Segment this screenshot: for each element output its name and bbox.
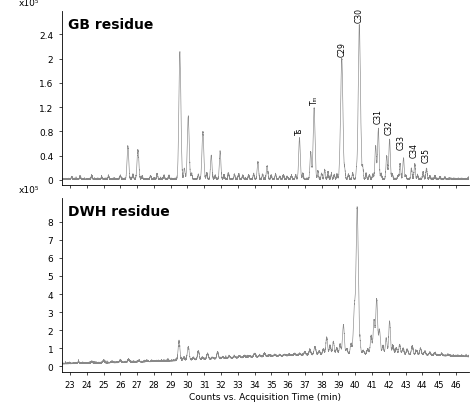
- Text: Ts: Ts: [295, 127, 304, 134]
- Text: C34: C34: [410, 143, 419, 158]
- X-axis label: Counts vs. Acquisition Time (min): Counts vs. Acquisition Time (min): [190, 392, 341, 401]
- Text: C33: C33: [397, 135, 406, 150]
- Text: GB residue: GB residue: [68, 18, 153, 31]
- Text: C31: C31: [374, 109, 383, 124]
- Text: DWH residue: DWH residue: [68, 204, 170, 218]
- Text: C32: C32: [384, 119, 393, 134]
- Text: C35: C35: [422, 148, 431, 163]
- Text: C30: C30: [355, 8, 364, 23]
- Text: Tₘ: Tₘ: [310, 95, 319, 105]
- Text: x10⁵: x10⁵: [19, 0, 39, 7]
- Text: x10⁵: x10⁵: [19, 185, 39, 194]
- Text: C29: C29: [337, 42, 346, 57]
